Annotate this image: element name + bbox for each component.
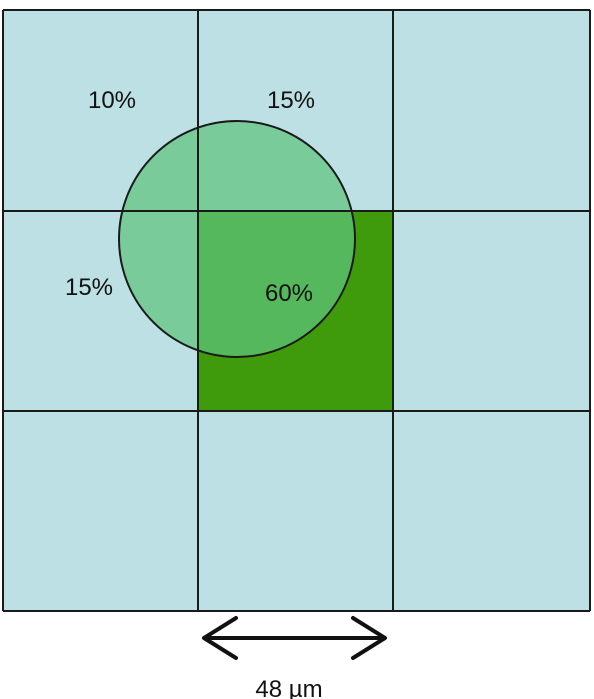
label-top-left-percent: 10% <box>88 87 136 114</box>
pixel-cell <box>198 411 393 611</box>
dimension-arrow <box>202 616 387 660</box>
pixel-cell <box>3 411 198 611</box>
pixel-cell <box>393 411 590 611</box>
pixel-cell <box>393 10 590 211</box>
pixel-cell <box>393 211 590 411</box>
dimension-label: 48 µm <box>255 676 322 699</box>
label-center-percent: 60% <box>265 280 313 307</box>
label-middle-left-percent: 15% <box>65 274 113 301</box>
light-spot-outline <box>118 120 356 358</box>
light-spot-circle <box>119 121 355 357</box>
grid-lines <box>2 9 591 612</box>
label-top-center-percent: 15% <box>267 87 315 114</box>
